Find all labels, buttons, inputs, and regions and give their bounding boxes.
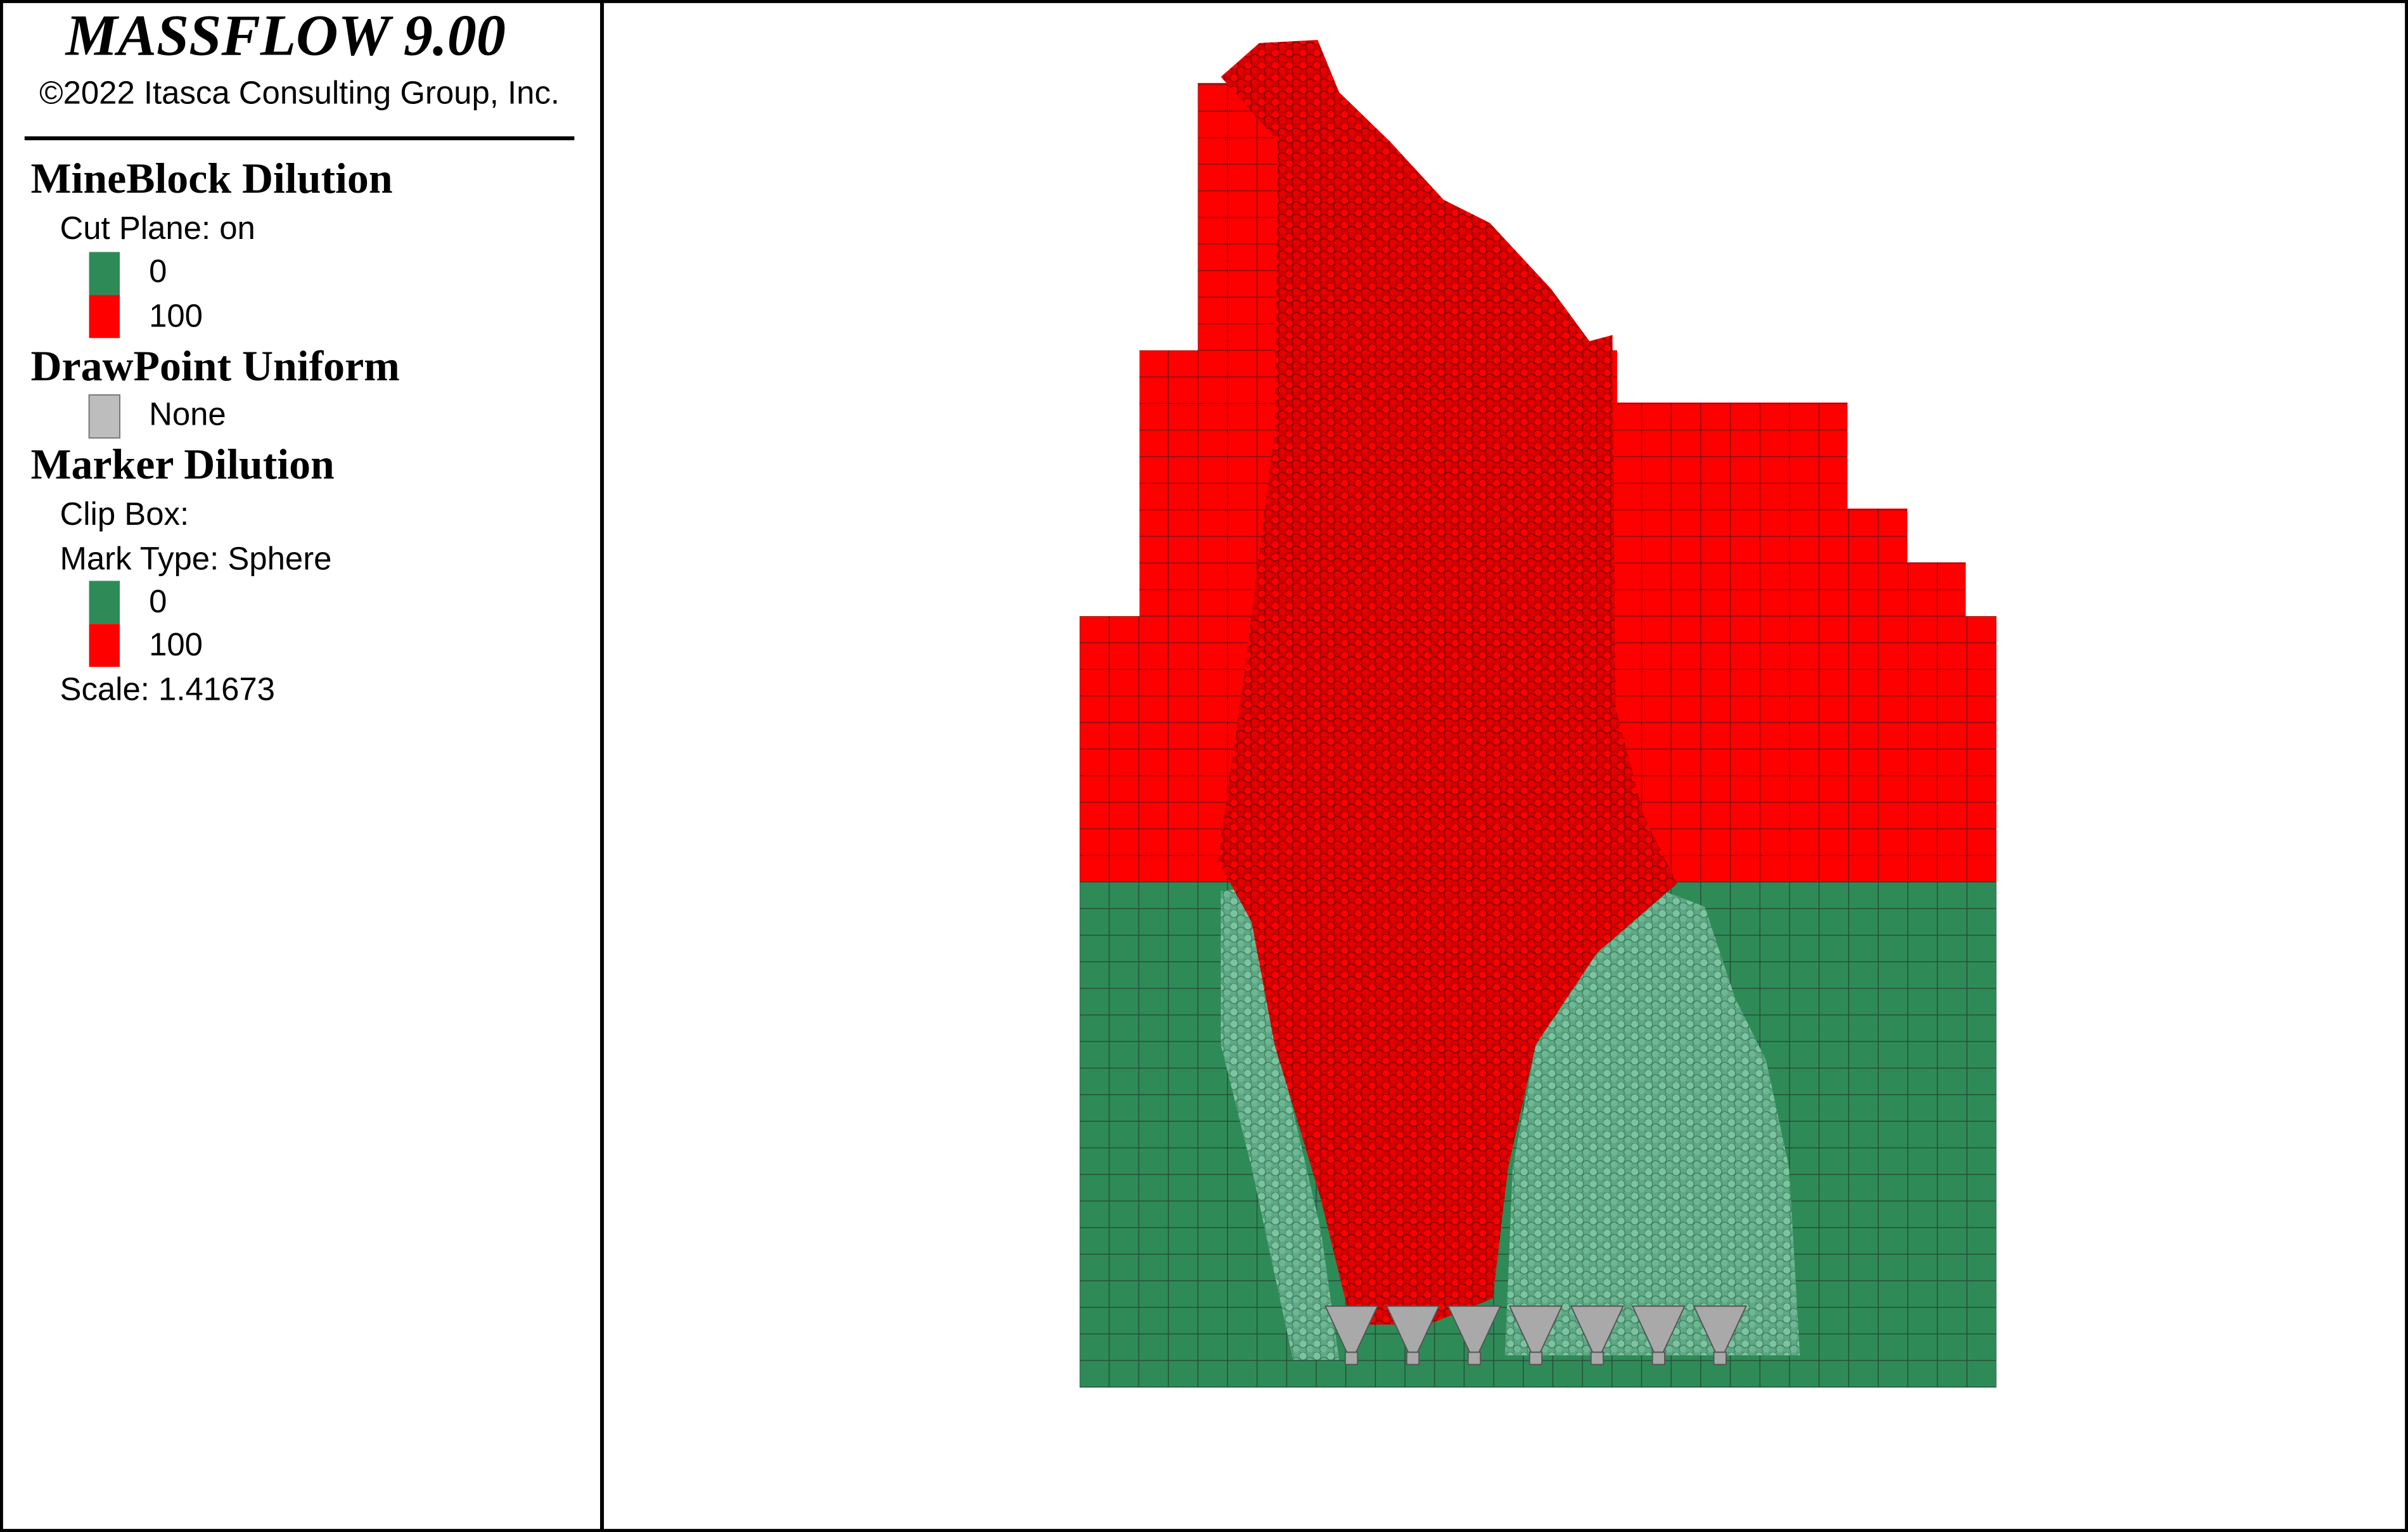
green-markers	[1220, 883, 1340, 1360]
legend-title: DrawPoint Uniform	[30, 342, 399, 390]
key-label: 0	[149, 583, 167, 619]
swatch	[89, 252, 120, 295]
swatch	[89, 295, 120, 338]
key-label: 0	[149, 253, 167, 289]
swatch	[89, 581, 120, 624]
legend-note: Mark Type: Sphere	[60, 540, 332, 576]
copyright: ©2022 Itasca Consulting Group, Inc.	[39, 75, 560, 111]
swatch	[89, 624, 120, 667]
key-label: None	[149, 396, 226, 432]
legend-title: MineBlock Dilution	[30, 155, 392, 202]
green-markers	[1505, 883, 1800, 1356]
legend-note: Cut Plane: on	[60, 210, 255, 246]
key-label: 100	[149, 626, 203, 662]
key-label: 100	[149, 297, 203, 333]
legend-title: Marker Dilution	[30, 441, 334, 488]
red-markers	[1217, 40, 1677, 1325]
app-title: MASSFLOW 9.00	[65, 3, 506, 68]
swatch	[88, 394, 121, 439]
drawpoints	[1324, 1305, 1748, 1365]
legend-note: Clip Box:	[60, 496, 189, 532]
legend-note: Scale: 1.41673	[60, 671, 275, 707]
